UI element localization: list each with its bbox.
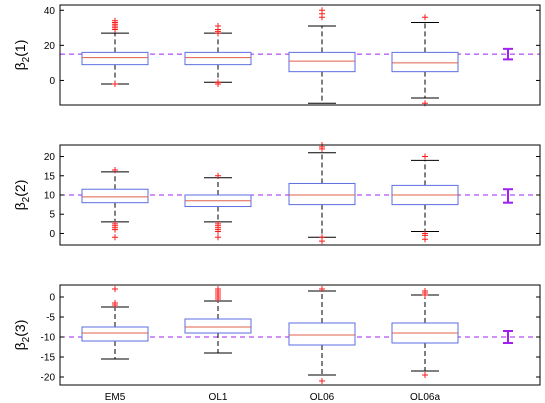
y-axis-label: β2(2) bbox=[12, 180, 32, 211]
outlier-marker bbox=[112, 80, 118, 87]
y-tick-label: 0 bbox=[49, 229, 55, 240]
x-tick-label-ol06a: OL06a bbox=[410, 392, 440, 403]
y-tick-label: 15 bbox=[44, 171, 56, 182]
y-axis-label: β2(3) bbox=[12, 320, 32, 351]
y-tick-label: -20 bbox=[41, 373, 56, 384]
y-tick-label: -15 bbox=[41, 353, 56, 364]
outlier-marker bbox=[422, 230, 428, 237]
outlier-marker bbox=[422, 288, 428, 294]
outlier-marker bbox=[215, 220, 221, 227]
outlier-marker bbox=[319, 286, 325, 292]
outlier-marker bbox=[215, 172, 221, 179]
axes-frame bbox=[59, 4, 541, 106]
box-ol06 bbox=[288, 182, 356, 206]
outlier-marker bbox=[422, 14, 428, 21]
box-ol06 bbox=[288, 322, 356, 346]
y-tick-label: -5 bbox=[46, 313, 55, 324]
outlier-marker bbox=[112, 167, 118, 173]
y-tick-label: 20 bbox=[44, 41, 56, 52]
box-ol1 bbox=[184, 318, 252, 334]
x-tick-label-ol1: OL1 bbox=[209, 392, 228, 403]
outlier-marker bbox=[319, 378, 325, 384]
box-em5 bbox=[81, 326, 149, 342]
y-tick-label: 10 bbox=[44, 191, 56, 202]
y-tick-label: -10 bbox=[41, 333, 56, 344]
y-tick-label: 40 bbox=[44, 6, 56, 17]
outlier-marker bbox=[422, 153, 428, 160]
outlier-marker bbox=[112, 300, 118, 306]
outlier-marker bbox=[112, 220, 118, 227]
outlier-marker bbox=[112, 17, 118, 24]
outlier-marker bbox=[319, 7, 325, 14]
outlier-marker bbox=[112, 286, 118, 292]
x-tick-label-ol06: OL06 bbox=[310, 392, 335, 403]
x-tick-label-em5: EM5 bbox=[105, 392, 126, 403]
box-ol06a bbox=[391, 51, 459, 73]
box-em5 bbox=[81, 188, 149, 204]
y-tick-label: 0 bbox=[49, 76, 55, 87]
outlier-marker bbox=[215, 79, 221, 86]
y-axis-label: β2(1) bbox=[12, 40, 32, 71]
box-ol06 bbox=[288, 51, 356, 73]
y-tick-label: 0 bbox=[49, 293, 55, 304]
y-tick-label: 20 bbox=[44, 152, 56, 163]
outlier-marker bbox=[422, 372, 428, 378]
outlier-marker bbox=[112, 234, 118, 241]
outlier-marker bbox=[215, 286, 221, 292]
box-ol1 bbox=[184, 51, 252, 66]
outlier-marker bbox=[215, 234, 221, 241]
box-em5 bbox=[81, 51, 149, 66]
outlier-marker bbox=[319, 234, 325, 241]
outlier-marker bbox=[215, 23, 221, 30]
axes-frame bbox=[59, 284, 541, 386]
y-tick-label: 5 bbox=[49, 210, 55, 221]
